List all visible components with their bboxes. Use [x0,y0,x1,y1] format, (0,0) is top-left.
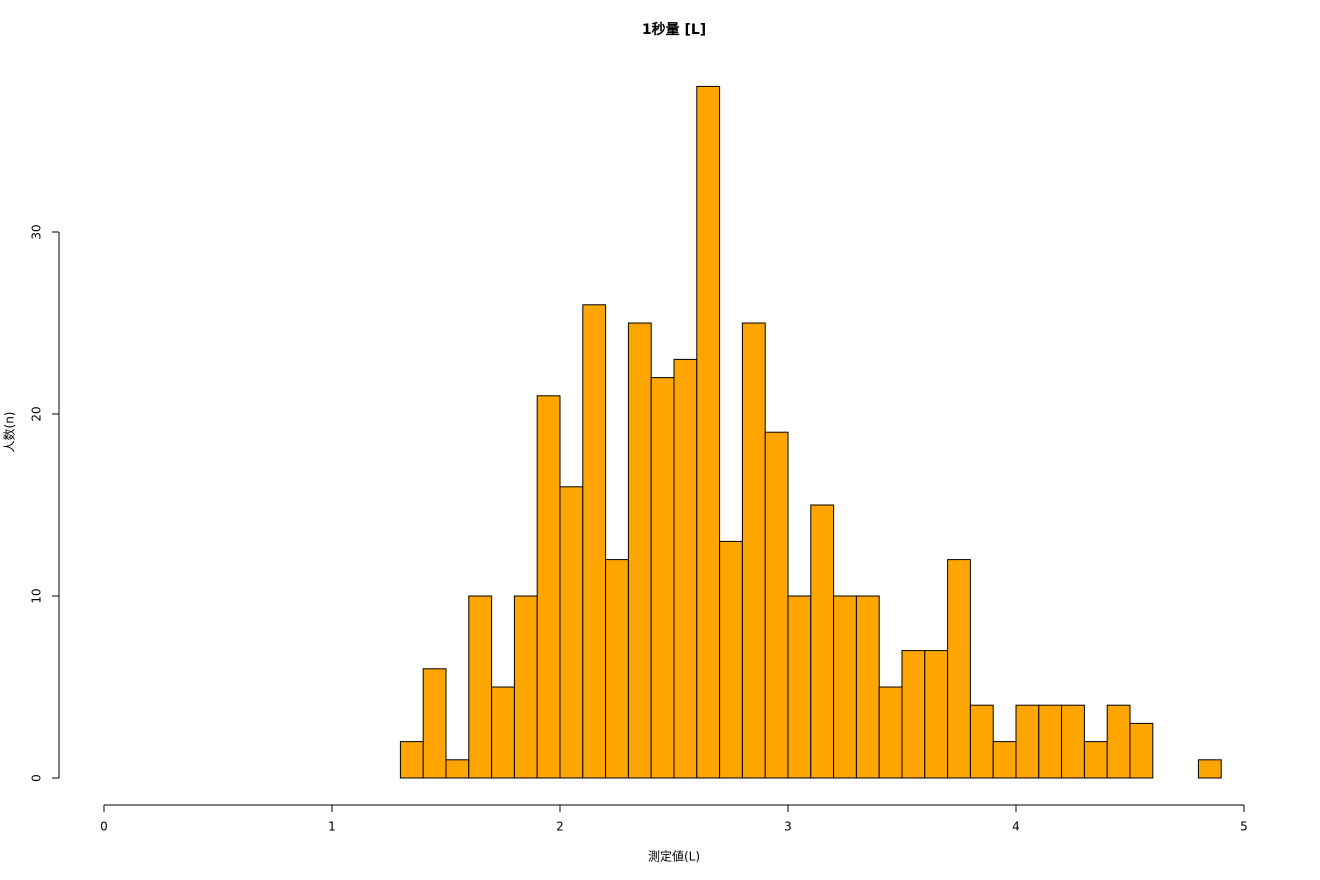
bar [582,304,607,779]
bar [1106,704,1131,779]
bar [947,559,971,779]
bar [833,595,857,779]
bar [924,650,949,779]
chart-title: 1秒量 [L] [642,21,706,38]
bar [969,704,994,779]
bar [399,741,424,779]
bar [1038,704,1063,779]
bar [1061,704,1085,779]
x-tick-label: 5 [1240,820,1248,834]
bar [901,650,926,779]
bar [559,486,584,779]
x-tick-label: 1 [328,820,336,834]
bar [1083,741,1108,779]
bar [445,759,470,779]
bar [696,85,721,779]
bar [878,686,903,779]
y-tick-label: 30 [30,224,44,239]
bar [422,668,447,779]
bar [992,741,1017,779]
bar [719,540,743,779]
bar [491,686,515,779]
bar [536,395,561,779]
bar [764,431,789,779]
y-axis-label: 人数(n) [2,412,17,453]
bar [1197,759,1222,779]
x-tick-label: 0 [100,820,108,834]
bar [513,595,538,779]
y-tick-label: 20 [30,406,44,421]
bar [1015,704,1040,779]
bar [605,559,629,779]
bar [673,358,698,779]
y-tick-label: 0 [30,774,44,782]
bar [741,322,766,779]
bar [650,377,675,779]
bar [1129,722,1154,779]
bar [627,322,652,779]
bar [787,595,812,779]
bar [855,595,880,779]
y-tick-label: 10 [30,588,44,603]
bar [810,504,835,779]
x-axis-label: 測定値(L) [648,849,700,864]
x-tick-label: 2 [556,820,564,834]
x-tick-label: 3 [784,820,792,834]
x-tick-label: 4 [1012,820,1020,834]
bar [468,595,493,779]
